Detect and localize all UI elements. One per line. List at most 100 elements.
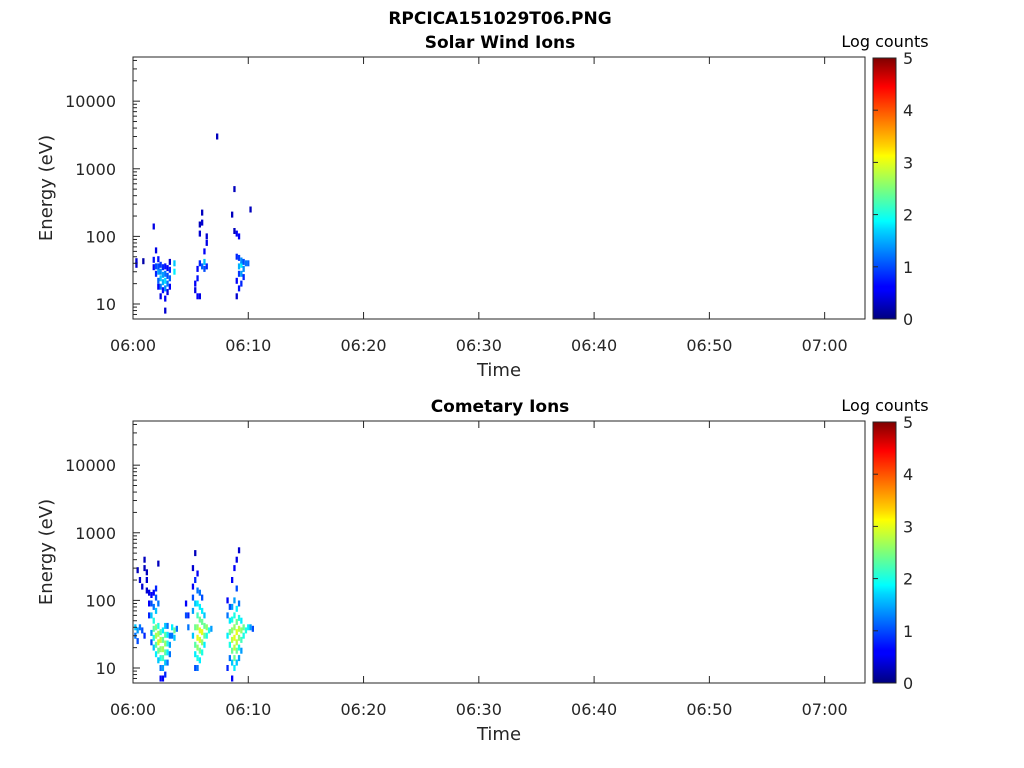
panel-solar-wind-ions: Solar Wind Ions 06:00 06:10 06:20 06:30 06:4…	[36, 32, 929, 381]
heatmap-cell	[210, 625, 213, 632]
heatmap-cell	[184, 600, 188, 607]
heatmap-cell	[205, 233, 208, 240]
heatmap-cell	[201, 594, 204, 601]
heatmap-cell	[173, 268, 176, 275]
heatmap-cell	[164, 622, 167, 629]
heatmap-cell	[242, 274, 245, 281]
heatmap-cell	[205, 624, 208, 631]
heatmap-cell	[237, 233, 241, 240]
heatmap-cell	[173, 627, 176, 634]
heatmap-cell	[240, 261, 243, 268]
colorbar-tick-label: 1	[903, 258, 913, 277]
heatmap-cell	[196, 634, 199, 641]
heatmap-cell	[159, 275, 162, 282]
x-tick-label: 06:50	[686, 700, 732, 719]
heatmap-cell	[166, 265, 169, 272]
heatmap-cell	[235, 639, 238, 646]
heatmap-cell	[175, 625, 178, 632]
heatmap-cell	[157, 560, 160, 567]
heatmap-cell	[240, 257, 243, 264]
heatmap-cell	[196, 293, 199, 300]
heatmap-cell	[203, 258, 206, 265]
heatmap-cell	[240, 636, 243, 643]
heatmap-cell	[164, 263, 167, 270]
heatmap-cell	[161, 264, 165, 271]
heatmap-cell	[237, 655, 241, 662]
y-tick-label: 100	[85, 591, 116, 610]
heatmap-cell	[136, 567, 139, 574]
colorbar-tick-label: 2	[903, 206, 913, 225]
figure-title: RPCICA151029T06.PNG	[388, 9, 611, 29]
heatmap-cell	[191, 565, 195, 572]
heatmap-cell	[154, 263, 158, 270]
heatmap-cell	[164, 640, 167, 647]
x-tick-label: 06:40	[571, 336, 617, 355]
colorbar-gradient	[873, 58, 896, 319]
heatmap-cell	[166, 640, 169, 647]
x-tick-label: 06:10	[225, 336, 271, 355]
heatmap-cell	[235, 230, 238, 237]
heatmap-cell	[251, 625, 254, 632]
heatmap-cells	[135, 133, 252, 314]
heatmap-cell	[161, 665, 165, 671]
colorbar-tick-label: 0	[903, 310, 913, 329]
heatmap-cell	[145, 587, 148, 594]
y-axis-label: Energy (eV)	[36, 499, 57, 605]
heatmap-cell	[168, 651, 171, 658]
heatmap-cell	[152, 603, 155, 610]
heatmap-cell	[161, 627, 165, 634]
heatmap-cell	[235, 293, 238, 300]
x-tick-label: 07:00	[802, 336, 848, 355]
heatmap-cell	[143, 632, 146, 639]
heatmap-cell	[196, 612, 199, 619]
heatmap-cell	[194, 665, 197, 671]
heatmap-cell	[198, 636, 201, 643]
heatmap-cell	[201, 618, 204, 625]
heatmap-cell	[157, 283, 160, 290]
heatmap-cell	[196, 655, 199, 662]
heatmap-cell	[154, 641, 158, 648]
heatmap-cell	[201, 649, 204, 656]
heatmap-cell	[148, 612, 151, 619]
heatmap-cell	[242, 258, 245, 265]
heatmap-cell	[136, 638, 139, 645]
heatmap-cell	[235, 277, 238, 284]
heatmap-cell	[198, 647, 201, 654]
heatmap-cell	[150, 600, 153, 607]
heatmap-cell	[198, 627, 201, 634]
heatmap-cell	[164, 295, 167, 302]
heatmap-cell	[233, 655, 236, 662]
heatmap-cell	[141, 627, 144, 634]
heatmap-cell	[141, 583, 144, 590]
heatmap-cell	[152, 264, 155, 271]
heatmap-cell	[168, 641, 171, 648]
heatmap-cell	[233, 228, 236, 234]
heatmap-cell	[201, 607, 204, 614]
x-axis: 06:00 06:10 06:20 06:30 06:40 06:50 07:00	[110, 57, 848, 355]
heatmap-cell	[138, 624, 142, 631]
heatmap-cell	[168, 258, 171, 265]
y-axis-label: Energy (eV)	[36, 135, 57, 241]
heatmap-cell	[154, 651, 158, 658]
heatmap-cell	[168, 275, 171, 282]
heatmap-cell	[164, 659, 167, 666]
heatmap-cell	[231, 577, 234, 583]
heatmap-cell	[244, 627, 248, 634]
heatmap-cell	[164, 270, 167, 277]
heatmap-cell	[235, 585, 238, 592]
y-tick-label: 10	[96, 295, 116, 314]
heatmap-cell	[157, 630, 160, 637]
heatmap-cell	[148, 589, 151, 596]
colorbar-tick-label: 2	[903, 570, 913, 589]
heatmap-cell	[194, 577, 197, 583]
heatmap-cell	[171, 624, 174, 631]
heatmap-cell	[154, 247, 158, 254]
heatmap-cell	[166, 659, 169, 666]
heatmap-cell	[166, 649, 169, 656]
colorbar-tick-label: 3	[903, 153, 913, 172]
heatmap-cell	[164, 285, 167, 292]
heatmap-cell	[228, 641, 231, 648]
heatmap-cell	[198, 230, 201, 237]
heatmap-cell	[152, 256, 155, 263]
heatmap-cell	[194, 280, 197, 287]
